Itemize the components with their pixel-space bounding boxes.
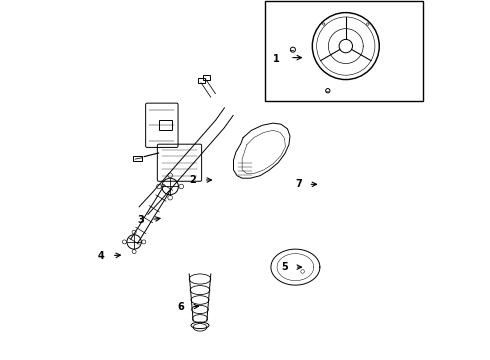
Bar [198,78,205,83]
Bar [133,156,142,161]
Text: 4: 4 [98,251,104,261]
Bar [265,1,423,101]
Bar [203,75,210,80]
Text: 5: 5 [281,262,288,272]
Bar [159,120,172,130]
Text: 6: 6 [177,302,184,312]
Text: 7: 7 [295,179,302,189]
Text: 2: 2 [190,175,196,185]
Text: 1: 1 [272,54,279,64]
Text: 3: 3 [138,215,144,225]
